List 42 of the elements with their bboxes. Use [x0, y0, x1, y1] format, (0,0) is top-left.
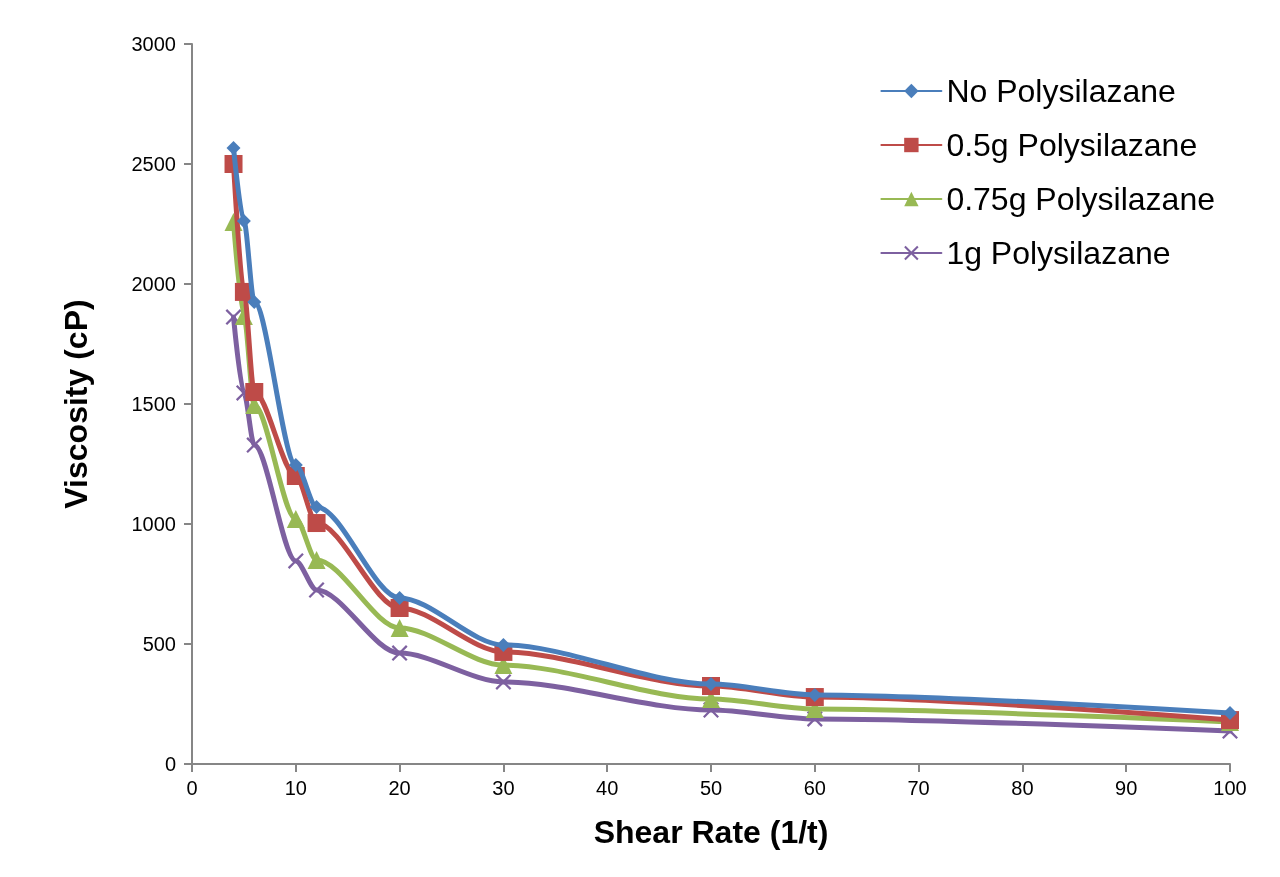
x-axis-title: Shear Rate (1/t)	[593, 814, 829, 850]
point	[286, 509, 305, 528]
x-tick-label: 40	[596, 777, 619, 799]
point	[496, 637, 511, 652]
point	[309, 499, 324, 514]
point	[1223, 706, 1237, 721]
point	[226, 140, 241, 155]
y-tick-label: 1500	[131, 393, 176, 415]
point	[236, 214, 251, 229]
point	[392, 590, 407, 605]
point	[390, 618, 409, 637]
y-tick-label: 2000	[131, 273, 176, 295]
x-tick-label: 60	[803, 777, 826, 799]
y-tick-label: 1000	[131, 513, 176, 535]
x-tick-label: 30	[492, 777, 515, 799]
legend-label: No Polysilazane	[946, 73, 1176, 109]
point	[287, 552, 304, 569]
x-tick-label: 100	[1213, 777, 1247, 799]
y-tick-label: 3000	[131, 33, 176, 55]
point	[307, 514, 326, 533]
legend-label: 0.5g Polysilazane	[946, 127, 1198, 163]
x-tick-label: 80	[1011, 777, 1034, 799]
x-tick-label: 10	[284, 777, 307, 799]
point	[245, 383, 264, 401]
x-tick-label: 70	[907, 777, 930, 799]
point	[246, 437, 263, 454]
point	[308, 582, 325, 598]
y-tick-label: 0	[164, 753, 176, 775]
legend-label: 1g Polysilazane	[946, 235, 1171, 271]
point	[288, 457, 303, 472]
x-tick-label: 0	[186, 777, 198, 799]
y-tick-label: 2500	[131, 153, 176, 175]
x-tick-label: 90	[1115, 777, 1138, 799]
point	[495, 673, 512, 690]
legend-label: 0.75g Polysilazane	[946, 181, 1215, 217]
point	[307, 551, 326, 569]
x-tick-label: 50	[699, 777, 723, 799]
x-tick-label: 20	[388, 777, 411, 799]
y-axis-title: Viscosity (cP)	[58, 299, 94, 509]
point	[247, 295, 262, 309]
y-tick-label: 500	[142, 633, 176, 655]
point	[391, 645, 408, 662]
